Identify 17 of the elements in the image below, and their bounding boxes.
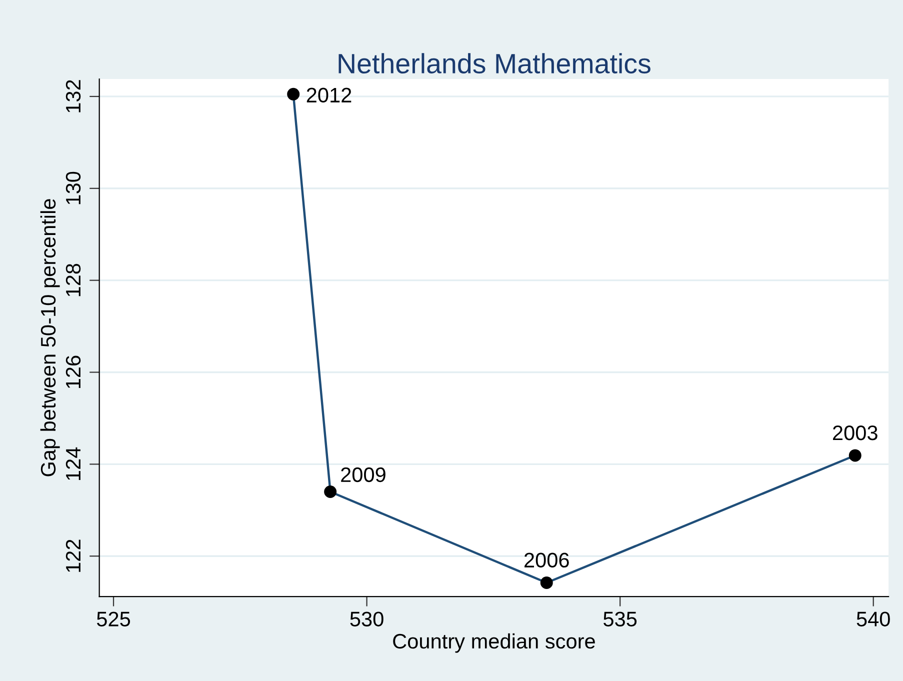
- y-tick-label: 128: [66, 264, 81, 296]
- annotation: 2012: [306, 88, 352, 103]
- x-tick-label: 540: [856, 612, 890, 626]
- y-tick-label: 130: [66, 172, 81, 204]
- x-tick-label: 535: [604, 612, 637, 626]
- y-axis-title: Gap between 50-10 percentile: [40, 199, 60, 476]
- x-axis-title: Country median score: [393, 633, 595, 653]
- y-tick-label: 124: [66, 447, 80, 480]
- x-tick-label: 525: [96, 612, 130, 626]
- y-tick-label: 122: [66, 540, 80, 572]
- chart-title: Netherlands Mathematics: [338, 53, 650, 74]
- y-tick-label: 126: [66, 356, 81, 388]
- y-tick-label: 132: [66, 80, 81, 112]
- annotation: 2003: [832, 425, 878, 440]
- annotation: 2006: [524, 552, 569, 568]
- annotation: 2009: [341, 467, 386, 482]
- x-tick-label: 530: [350, 612, 384, 626]
